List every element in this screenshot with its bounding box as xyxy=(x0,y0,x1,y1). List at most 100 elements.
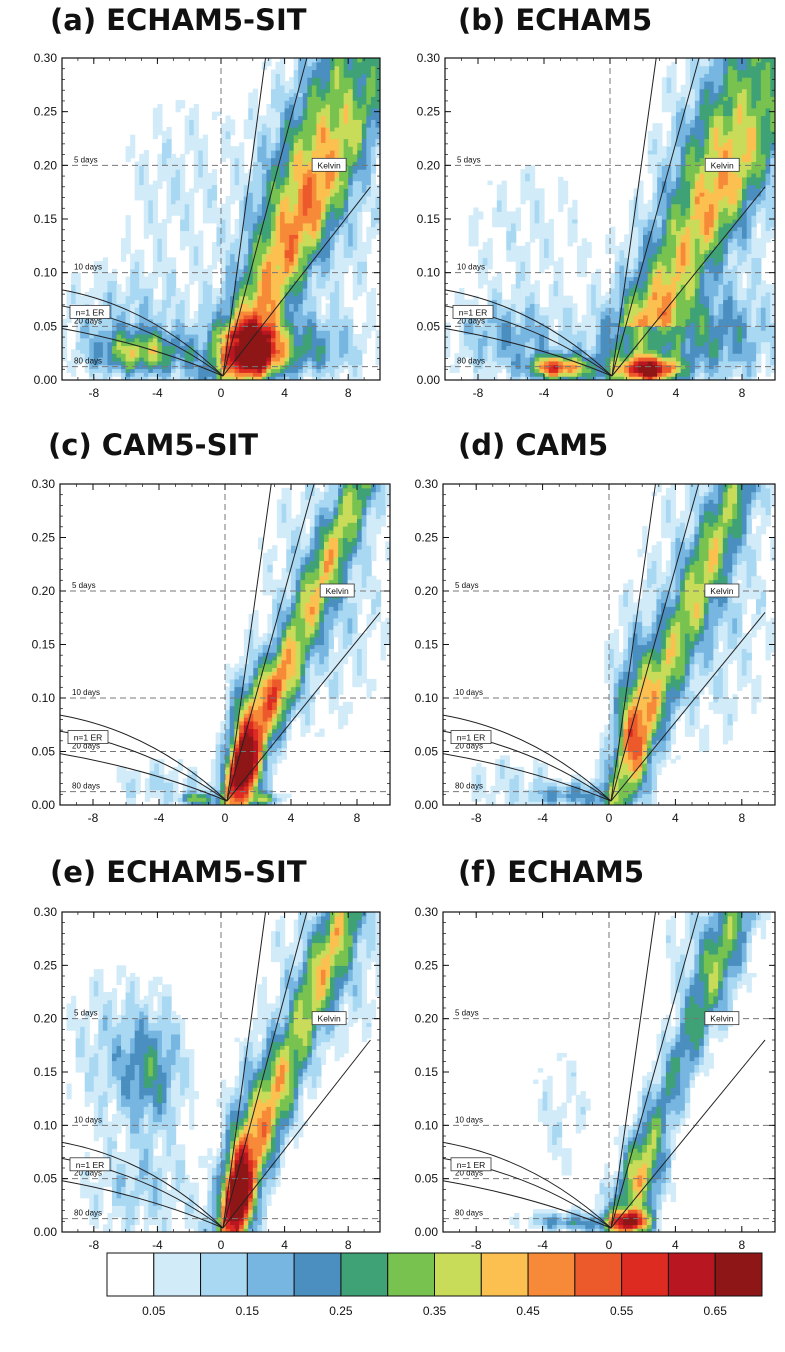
period-label: 80 days xyxy=(455,782,483,791)
colorbar-swatch xyxy=(294,1253,341,1296)
y-tick-label: 0.20 xyxy=(32,584,56,598)
kelvin-label: Kelvin xyxy=(326,586,349,596)
kelvin-label: Kelvin xyxy=(710,1014,733,1024)
x-tick-label: 8 xyxy=(739,386,746,400)
y-tick-label: 0.25 xyxy=(415,958,439,972)
x-tick-label: -8 xyxy=(471,1238,482,1252)
x-tick-label: -4 xyxy=(537,1238,548,1252)
colorbar-swatch xyxy=(715,1253,762,1296)
x-tick-label: 0 xyxy=(222,811,229,825)
period-label: 80 days xyxy=(455,1209,483,1218)
x-tick-label: 8 xyxy=(354,811,361,825)
contour-field xyxy=(509,912,770,1233)
panel-title: (c) CAM5-SIT xyxy=(48,428,258,462)
y-tick-label: 0.15 xyxy=(417,212,441,226)
y-tick-label: 0.00 xyxy=(34,373,58,387)
panel-title: (f) ECHAM5 xyxy=(458,855,644,889)
er-label: n=1 ER xyxy=(76,1160,105,1170)
y-tick-label: 0.00 xyxy=(415,1225,439,1239)
period-label: 10 days xyxy=(74,1115,102,1124)
period-label: 5 days xyxy=(455,1009,479,1018)
x-tick-label: 0 xyxy=(607,386,614,400)
x-tick-label: -8 xyxy=(473,386,484,400)
x-tick-label: -4 xyxy=(537,811,548,825)
period-label: 5 days xyxy=(72,581,96,590)
y-tick-label: 0.00 xyxy=(417,373,441,387)
colorbar-swatch xyxy=(622,1253,669,1296)
y-tick-label: 0.10 xyxy=(417,266,441,280)
x-tick-label: -4 xyxy=(539,386,550,400)
y-tick-label: 0.25 xyxy=(415,531,439,545)
x-tick-label: 4 xyxy=(672,1238,679,1252)
colorbar-swatch xyxy=(341,1253,388,1296)
x-tick-label: 4 xyxy=(672,811,679,825)
colorbar-tick-label: 0.55 xyxy=(610,1304,634,1318)
period-label: 10 days xyxy=(455,1115,483,1124)
y-tick-label: 0.25 xyxy=(32,531,56,545)
y-tick-label: 0.15 xyxy=(415,1065,439,1079)
y-tick-label: 0.05 xyxy=(417,319,441,333)
period-label: 80 days xyxy=(457,357,485,366)
colorbar-swatch xyxy=(481,1253,528,1296)
colorbar-swatch xyxy=(388,1253,435,1296)
x-tick-label: 4 xyxy=(281,1238,288,1252)
x-tick-label: 4 xyxy=(673,386,680,400)
colorbar-swatch xyxy=(668,1253,715,1296)
y-tick-label: 0.10 xyxy=(32,691,56,705)
colorbar-swatch xyxy=(154,1253,201,1296)
y-tick-label: 0.15 xyxy=(34,212,58,226)
y-tick-label: 0.05 xyxy=(34,319,58,333)
x-tick-label: 0 xyxy=(218,1238,225,1252)
colorbar-tick-label: 0.35 xyxy=(423,1304,447,1318)
period-label: 80 days xyxy=(72,782,100,791)
x-tick-label: 8 xyxy=(345,386,352,400)
colorbar-swatch xyxy=(528,1253,575,1296)
er-label: n=1 ER xyxy=(459,307,488,317)
y-tick-label: 0.10 xyxy=(415,691,439,705)
colorbar-swatch xyxy=(201,1253,248,1296)
y-tick-label: 0.05 xyxy=(34,1172,58,1186)
period-label: 10 days xyxy=(457,263,485,272)
x-tick-label: -8 xyxy=(471,811,482,825)
y-tick-label: 0.10 xyxy=(34,266,58,280)
y-tick-label: 0.30 xyxy=(415,477,439,491)
y-tick-label: 0.30 xyxy=(34,51,58,65)
y-tick-label: 0.30 xyxy=(32,477,56,491)
y-tick-label: 0.15 xyxy=(32,638,56,652)
y-tick-label: 0.20 xyxy=(34,158,58,172)
er-label: n=1 ER xyxy=(457,1160,486,1170)
period-label: 5 days xyxy=(455,581,479,590)
er-label: n=1 ER xyxy=(457,733,486,743)
kelvin-label: Kelvin xyxy=(710,586,733,596)
kelvin-label: Kelvin xyxy=(318,160,341,170)
y-tick-label: 0.00 xyxy=(415,798,439,812)
colorbar-tick-label: 0.15 xyxy=(236,1304,260,1318)
x-tick-label: 4 xyxy=(288,811,295,825)
colorbar-tick-label: 0.65 xyxy=(704,1304,728,1318)
period-label: 5 days xyxy=(74,155,98,164)
colorbar-swatch xyxy=(575,1253,622,1296)
colorbar-tick-label: 0.45 xyxy=(516,1304,540,1318)
panel-title: (b) ECHAM5 xyxy=(458,3,652,37)
y-tick-label: 0.30 xyxy=(417,51,441,65)
contour-field xyxy=(117,484,391,806)
y-tick-label: 0.25 xyxy=(34,105,58,119)
y-tick-label: 0.05 xyxy=(415,1172,439,1186)
y-tick-label: 0.30 xyxy=(34,905,58,919)
y-tick-label: 0.20 xyxy=(415,1012,439,1026)
panel-title: (d) CAM5 xyxy=(458,428,608,462)
period-label: 10 days xyxy=(455,688,483,697)
x-tick-label: -4 xyxy=(154,811,165,825)
panel-title: (e) ECHAM5-SIT xyxy=(50,855,307,889)
x-tick-label: 8 xyxy=(345,1238,352,1252)
x-tick-label: -4 xyxy=(152,386,163,400)
y-tick-label: 0.00 xyxy=(32,798,56,812)
y-tick-label: 0.10 xyxy=(34,1118,58,1132)
